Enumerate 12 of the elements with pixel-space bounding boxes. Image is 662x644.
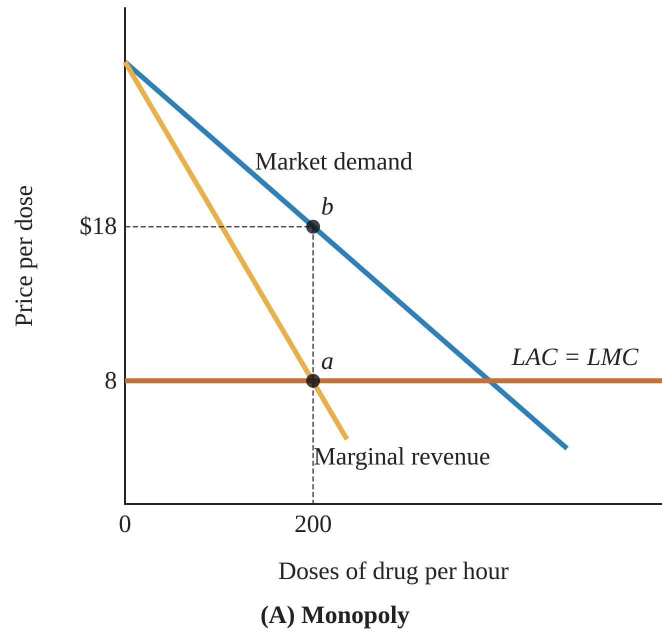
x-axis-title: Doses of drug per hour: [278, 558, 510, 585]
series-label: LAC = LMC: [510, 344, 639, 371]
text: (A) Monopoly: [260, 602, 410, 629]
y-tick-label: 8: [104, 367, 117, 394]
annotation: b: [321, 194, 334, 221]
y-axis-title: Price per dose: [11, 185, 38, 327]
y-tick-label: $18: [80, 213, 117, 240]
series-label: Marginal revenue: [314, 443, 490, 470]
x-tick-label: 0: [118, 511, 132, 538]
annotation: a: [321, 348, 334, 375]
series-label: Market demand: [255, 148, 414, 176]
x-tick-label: 200: [294, 511, 332, 538]
